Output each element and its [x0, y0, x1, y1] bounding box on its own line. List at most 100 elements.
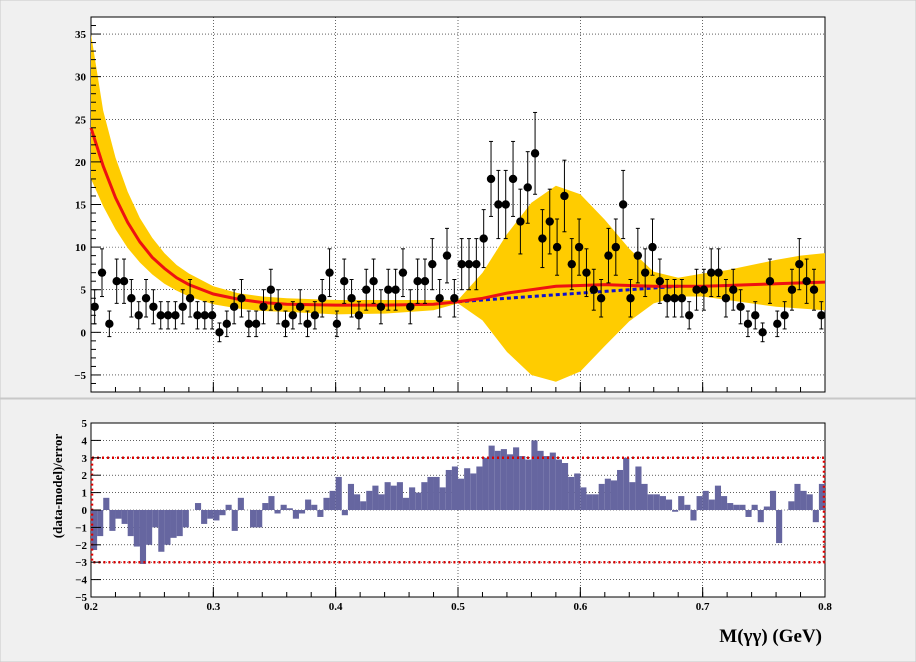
data-point — [325, 268, 334, 277]
residual-bar — [464, 468, 471, 510]
residual-bar — [378, 494, 385, 510]
residual-bar — [176, 510, 183, 537]
residual-bar — [629, 482, 636, 510]
data-point — [574, 242, 584, 252]
data-point — [699, 285, 709, 294]
residual-bar — [305, 499, 312, 510]
data-point — [237, 294, 246, 303]
data-point — [428, 259, 437, 269]
residual-bar — [445, 469, 452, 510]
y-tick-label: 10 — [75, 242, 87, 254]
fit-grid — [90, 17, 826, 392]
data-point — [171, 311, 180, 320]
data-point — [450, 294, 459, 303]
data-point — [743, 319, 753, 329]
data-point — [457, 259, 466, 269]
data-point — [589, 285, 598, 294]
data-point — [119, 277, 129, 286]
residual-bar — [152, 510, 159, 528]
y-tick-label: 5 — [82, 418, 88, 430]
data-point — [729, 285, 738, 294]
residual-bar — [506, 454, 514, 510]
residual-bar — [402, 497, 410, 510]
residual-bar — [678, 496, 685, 510]
residual-bar — [250, 510, 257, 528]
residual-bar — [543, 456, 550, 510]
data-point — [156, 311, 165, 320]
x-tick-label: 0.8 — [818, 601, 832, 613]
residual-bar — [561, 463, 569, 510]
residual-bar — [268, 496, 275, 510]
residual-bar — [555, 459, 562, 510]
data-point — [596, 294, 606, 303]
y-tick-label: 5 — [81, 285, 87, 297]
data-point — [721, 294, 731, 303]
residual-bar — [586, 494, 593, 510]
residual-bar — [598, 483, 605, 510]
residual-bar — [776, 510, 783, 544]
residual-bar — [335, 476, 342, 510]
fit-uncertainty-band — [91, 34, 825, 382]
uncertainty-band-area — [91, 34, 825, 382]
data-point — [765, 277, 775, 286]
residual-bar — [280, 504, 287, 510]
residual-bar — [366, 490, 373, 510]
residual-bar — [800, 490, 807, 510]
data-point — [479, 234, 488, 243]
y-tick-label: −4 — [75, 575, 87, 587]
residual-bar — [665, 499, 673, 510]
data-point — [640, 268, 650, 277]
data-point — [134, 311, 143, 320]
y-tick-label: 2 — [82, 470, 88, 482]
data-point — [112, 277, 121, 286]
data-point — [751, 311, 760, 320]
residual-bar — [708, 499, 715, 510]
data-point — [266, 285, 276, 294]
data-point — [229, 302, 239, 311]
data-point — [611, 242, 621, 252]
data-point — [516, 217, 525, 226]
residual-bar — [427, 476, 434, 510]
data-point — [464, 259, 474, 269]
data-point — [332, 319, 342, 329]
residual-bar — [262, 503, 269, 510]
y-tick-label: 0 — [82, 505, 88, 517]
residual-bar — [684, 504, 691, 510]
residual-bar — [617, 469, 624, 510]
residual-bar — [292, 510, 299, 519]
fit-data-points — [90, 111, 826, 343]
data-point — [200, 311, 209, 320]
residual-bar — [421, 482, 428, 510]
residual-bar — [659, 496, 666, 510]
data-point — [376, 302, 386, 311]
residual-bar — [323, 497, 330, 510]
residual-bar — [182, 510, 189, 528]
residual-bar — [115, 510, 122, 519]
residual-bar — [396, 482, 403, 510]
residual-bar — [317, 510, 324, 517]
data-point — [809, 285, 819, 294]
residual-bar — [623, 457, 630, 510]
data-point — [685, 311, 694, 320]
data-point — [670, 294, 679, 303]
data-point — [486, 174, 496, 184]
residual-bar — [133, 510, 140, 547]
data-point — [97, 268, 107, 277]
fit-axes: −5 0 5 10 15 20 25 30 35 — [74, 16, 826, 393]
y-tick-label: 35 — [75, 29, 87, 41]
residual-bar — [384, 482, 391, 510]
residual-bar — [158, 510, 165, 552]
data-point — [604, 251, 613, 260]
residual-bar — [225, 504, 232, 510]
residual-bar — [451, 466, 458, 510]
residual-bar — [635, 466, 642, 510]
residual-bar — [372, 485, 379, 510]
residual-bar — [329, 490, 336, 510]
data-point — [207, 311, 217, 320]
data-point — [362, 285, 371, 294]
y-tick-label: 15 — [75, 200, 87, 212]
data-point — [149, 302, 158, 311]
residual-bar — [476, 466, 483, 510]
residual-bar — [604, 478, 611, 510]
